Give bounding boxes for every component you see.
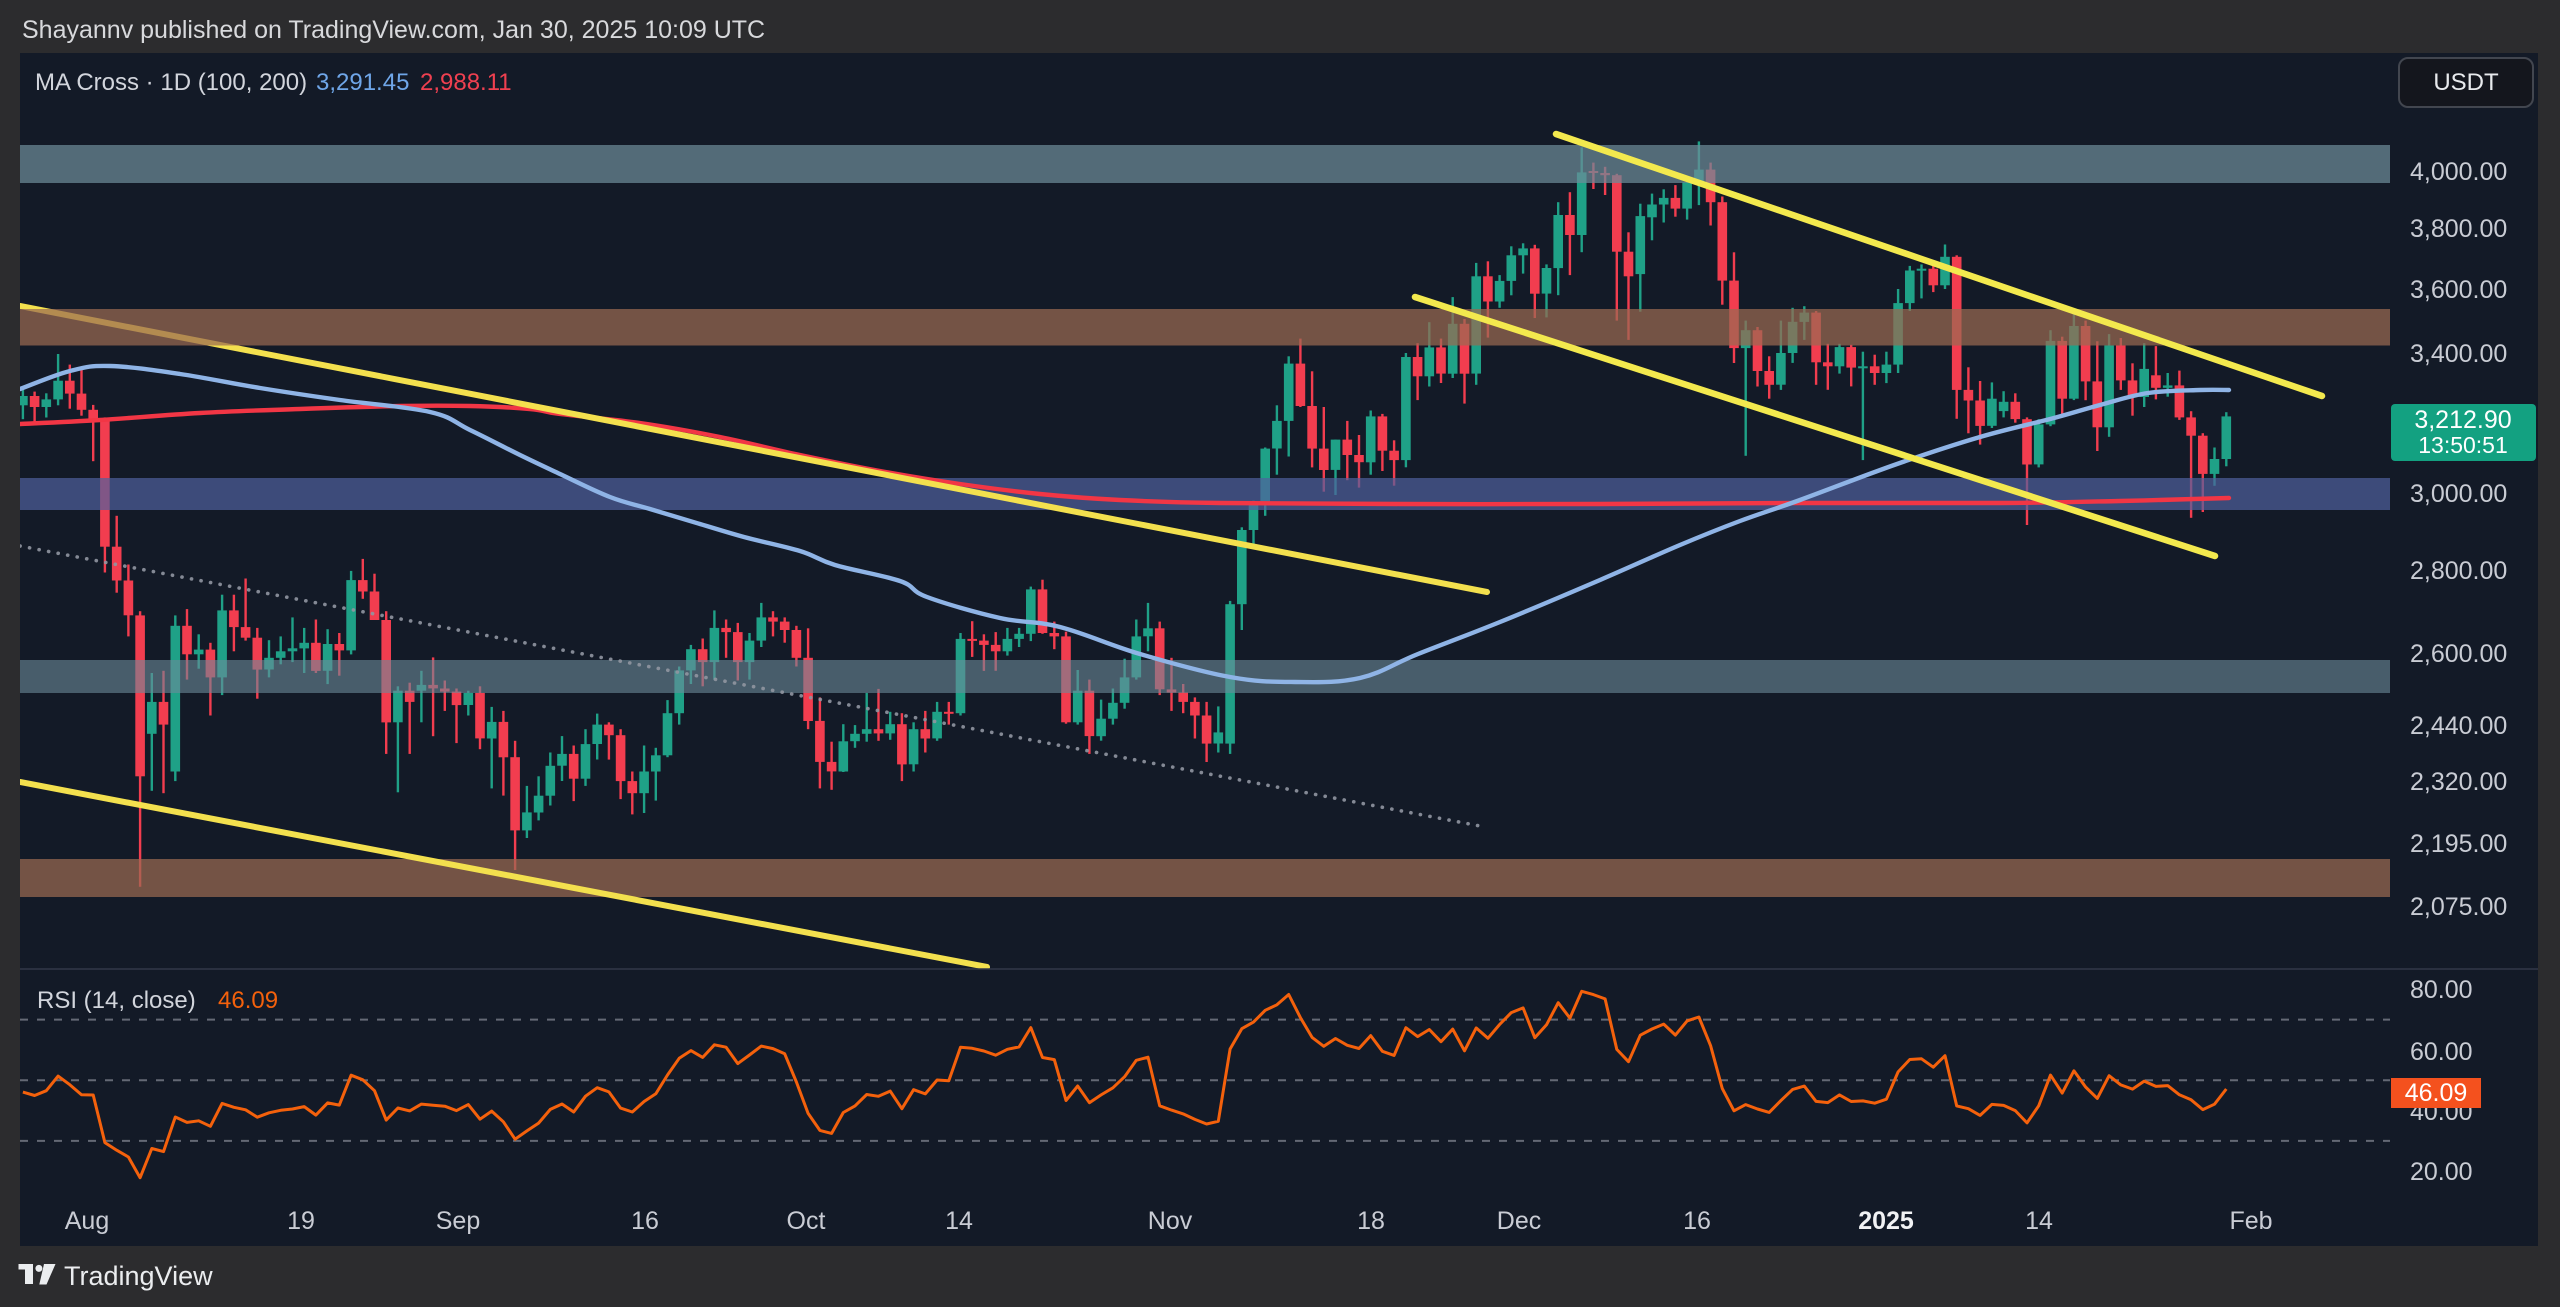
svg-text:60.00: 60.00 bbox=[2410, 1038, 2473, 1066]
svg-text:3,800.00: 3,800.00 bbox=[2410, 215, 2507, 243]
svg-text:3,212.90: 3,212.90 bbox=[2414, 406, 2511, 434]
svg-text:Shayannv published on TradingV: Shayannv published on TradingView.com, J… bbox=[22, 16, 765, 44]
svg-text:RSI (14, close): RSI (14, close) bbox=[37, 987, 196, 1014]
svg-text:2,320.00: 2,320.00 bbox=[2410, 768, 2507, 796]
svg-text:14: 14 bbox=[2025, 1207, 2053, 1235]
svg-text:Sep: Sep bbox=[436, 1207, 480, 1235]
svg-text:46.09: 46.09 bbox=[218, 987, 278, 1014]
svg-text:Dec: Dec bbox=[1497, 1207, 1541, 1235]
svg-text:2,988.11: 2,988.11 bbox=[420, 69, 512, 96]
svg-text:20.00: 20.00 bbox=[2410, 1158, 2473, 1186]
svg-text:18: 18 bbox=[1357, 1207, 1385, 1235]
svg-text:13:50:51: 13:50:51 bbox=[2418, 432, 2508, 458]
svg-text:2,075.00: 2,075.00 bbox=[2410, 893, 2507, 921]
svg-text:2,800.00: 2,800.00 bbox=[2410, 557, 2507, 585]
svg-text:Aug: Aug bbox=[65, 1207, 109, 1235]
svg-text:16: 16 bbox=[1683, 1207, 1711, 1235]
svg-text:46.09: 46.09 bbox=[2405, 1079, 2468, 1107]
svg-text:2,600.00: 2,600.00 bbox=[2410, 640, 2507, 668]
svg-text:3,400.00: 3,400.00 bbox=[2410, 340, 2507, 368]
svg-text:USDT: USDT bbox=[2433, 69, 2499, 96]
svg-text:MA Cross · 1D (100, 200): MA Cross · 1D (100, 200) bbox=[35, 69, 307, 96]
svg-text:80.00: 80.00 bbox=[2410, 976, 2473, 1004]
svg-text:14: 14 bbox=[945, 1207, 973, 1235]
svg-text:Feb: Feb bbox=[2229, 1207, 2272, 1235]
svg-text:3,600.00: 3,600.00 bbox=[2410, 276, 2507, 304]
svg-text:TradingView: TradingView bbox=[64, 1261, 213, 1291]
svg-text:2,440.00: 2,440.00 bbox=[2410, 712, 2507, 740]
svg-text:Nov: Nov bbox=[1148, 1207, 1193, 1235]
svg-text:4,000.00: 4,000.00 bbox=[2410, 158, 2507, 186]
svg-text:3,291.45: 3,291.45 bbox=[316, 69, 409, 96]
svg-text:19: 19 bbox=[287, 1207, 315, 1235]
svg-text:3,000.00: 3,000.00 bbox=[2410, 480, 2507, 508]
svg-text:2,195.00: 2,195.00 bbox=[2410, 830, 2507, 858]
svg-text:Oct: Oct bbox=[787, 1207, 826, 1235]
svg-text:16: 16 bbox=[631, 1207, 659, 1235]
svg-text:2025: 2025 bbox=[1858, 1207, 1914, 1235]
